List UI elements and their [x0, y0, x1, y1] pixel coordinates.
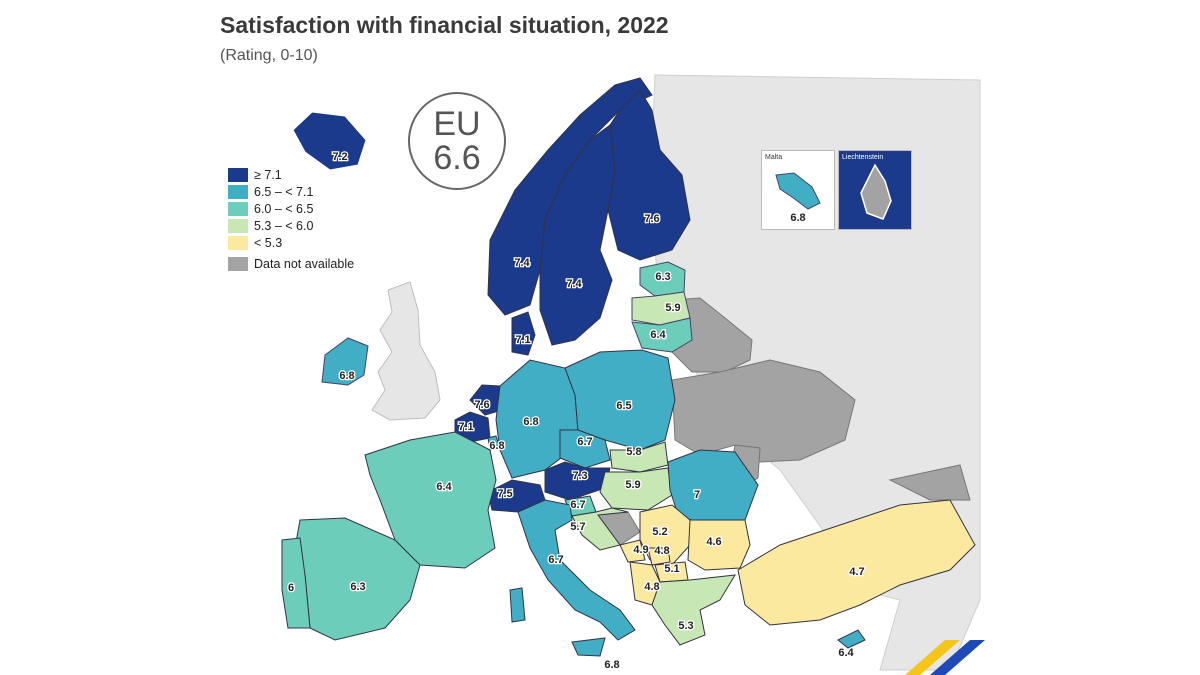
- value-label-luxembourg: 6.8: [489, 440, 504, 452]
- value-label-italy: 6.7: [548, 554, 563, 566]
- region-greece: [651, 574, 736, 646]
- inset-malta: Malta 6.8: [761, 150, 835, 230]
- value-label-serbia: 5.2: [652, 526, 667, 538]
- region-sweden: [539, 124, 616, 346]
- value-label-iceland: 7.2: [332, 151, 347, 163]
- legend-label: < 5.3: [254, 235, 283, 250]
- legend-label: 6.5 – < 7.1: [254, 184, 314, 199]
- value-label-romania: 7: [694, 489, 700, 501]
- legend-swatch: [228, 256, 248, 271]
- region-sardinia: [509, 587, 526, 623]
- eu-label: EU: [433, 105, 481, 143]
- legend-label: 6.0 – < 6.5: [254, 201, 314, 216]
- value-label-lithuania: 6.4: [650, 329, 666, 341]
- value-label-north-macedonia: 5.1: [664, 563, 679, 575]
- value-label-latvia: 5.9: [665, 302, 680, 314]
- region-croatia: [571, 507, 629, 551]
- map-subtitle: (Rating, 0-10): [220, 47, 318, 64]
- value-label-sweden: 7.4: [566, 278, 582, 290]
- region-france: [364, 431, 497, 569]
- map-title: Satisfaction with financial situation, 2…: [220, 12, 669, 38]
- malta-shape: [775, 172, 821, 210]
- region-poland: [564, 349, 676, 451]
- region-bulgaria: [687, 519, 751, 571]
- value-labels: 7.27.47.47.66.35.96.47.16.87.67.16.86.86…: [287, 150, 866, 673]
- value-label-portugal: 6: [288, 582, 294, 594]
- value-label-ireland: 6.8: [339, 370, 354, 382]
- eu-average-badge: EU 6.6: [408, 92, 506, 190]
- region-hungary: [599, 467, 673, 511]
- region-cyprus: [837, 629, 866, 649]
- value-label-norway: 7.4: [514, 257, 530, 269]
- region-ireland: [321, 337, 369, 386]
- legend-swatch: [228, 201, 248, 216]
- inset-malta-label: Malta: [765, 154, 783, 161]
- legend-item: 5.3 – < 6.0: [228, 217, 354, 234]
- value-label-netherlands: 7.6: [474, 399, 489, 411]
- region-czechia: [559, 429, 611, 469]
- region-turkey: [737, 499, 976, 626]
- value-label-czechia: 6.7: [577, 436, 592, 448]
- region-great-britain: [371, 281, 441, 421]
- value-label-austria: 7.3: [572, 470, 587, 482]
- value-label-turkey: 4.7: [849, 566, 864, 578]
- inset-liechtenstein-label: Liechtenstein: [842, 154, 884, 161]
- inset-malta-value: 6.8: [790, 212, 806, 224]
- region-kosovo: [647, 547, 671, 566]
- legend-item: < 5.3: [228, 234, 354, 251]
- value-label-bulgaria: 4.6: [706, 536, 721, 548]
- value-label-slovenia: 6.7: [570, 499, 585, 511]
- legend-swatch: [228, 218, 248, 233]
- value-label-slovakia: 5.8: [626, 446, 641, 458]
- value-label-malta: 6.8: [604, 659, 619, 671]
- region-russia-west: [888, 464, 971, 501]
- legend-item: 6.0 – < 6.5: [228, 200, 354, 217]
- value-label-poland: 6.5: [616, 400, 631, 412]
- legend-item: ≥ 7.1: [228, 166, 354, 183]
- liechtenstein-shape: [860, 163, 892, 220]
- value-label-belgium: 7.1: [458, 421, 473, 433]
- value-label-finland: 7.6: [644, 213, 659, 225]
- value-label-hungary: 5.9: [625, 479, 640, 491]
- value-label-cyprus: 6.4: [838, 647, 854, 659]
- region-sicily: [571, 637, 606, 657]
- legend-item: Data not available: [228, 255, 354, 272]
- region-denmark: [511, 311, 536, 356]
- value-label-greece: 5.3: [678, 620, 693, 632]
- region-italy: [517, 499, 636, 641]
- region-iceland: [292, 111, 367, 171]
- value-label-albania: 4.8: [644, 581, 659, 593]
- value-label-denmark: 7.1: [515, 334, 530, 346]
- legend-swatch: [228, 167, 248, 182]
- value-label-montenegro: 4.9: [633, 544, 648, 556]
- legend-swatch: [228, 235, 248, 250]
- legend-swatch: [228, 184, 248, 199]
- region-lithuania: [631, 317, 693, 353]
- legend: ≥ 7.1 6.5 – < 7.1 6.0 – < 6.5 5.3 – < 6.0 < …: [228, 166, 354, 272]
- region-montenegro: [619, 539, 646, 563]
- logo-stripe-yellow: [905, 640, 960, 675]
- value-label-kosovo: 4.8: [654, 545, 669, 557]
- region-finland: [607, 89, 691, 261]
- legend-item: 6.5 – < 7.1: [228, 183, 354, 200]
- value-label-croatia: 5.7: [570, 521, 585, 533]
- region-portugal: [281, 537, 311, 629]
- legend-label: ≥ 7.1: [254, 167, 282, 182]
- value-label-switzerland: 7.5: [497, 488, 512, 500]
- value-label-germany: 6.8: [523, 416, 538, 428]
- value-label-estonia: 6.3: [655, 271, 670, 283]
- region-belarus: [671, 297, 753, 373]
- value-label-france: 6.4: [436, 481, 452, 493]
- logo-stripe-blue: [930, 640, 985, 675]
- inset-liechtenstein: Liechtenstein: [838, 150, 912, 230]
- eu-value: 6.6: [433, 139, 481, 177]
- value-label-spain: 6.3: [350, 581, 365, 593]
- legend-label: Data not available: [254, 256, 355, 271]
- legend-label: 5.3 – < 6.0: [254, 218, 314, 233]
